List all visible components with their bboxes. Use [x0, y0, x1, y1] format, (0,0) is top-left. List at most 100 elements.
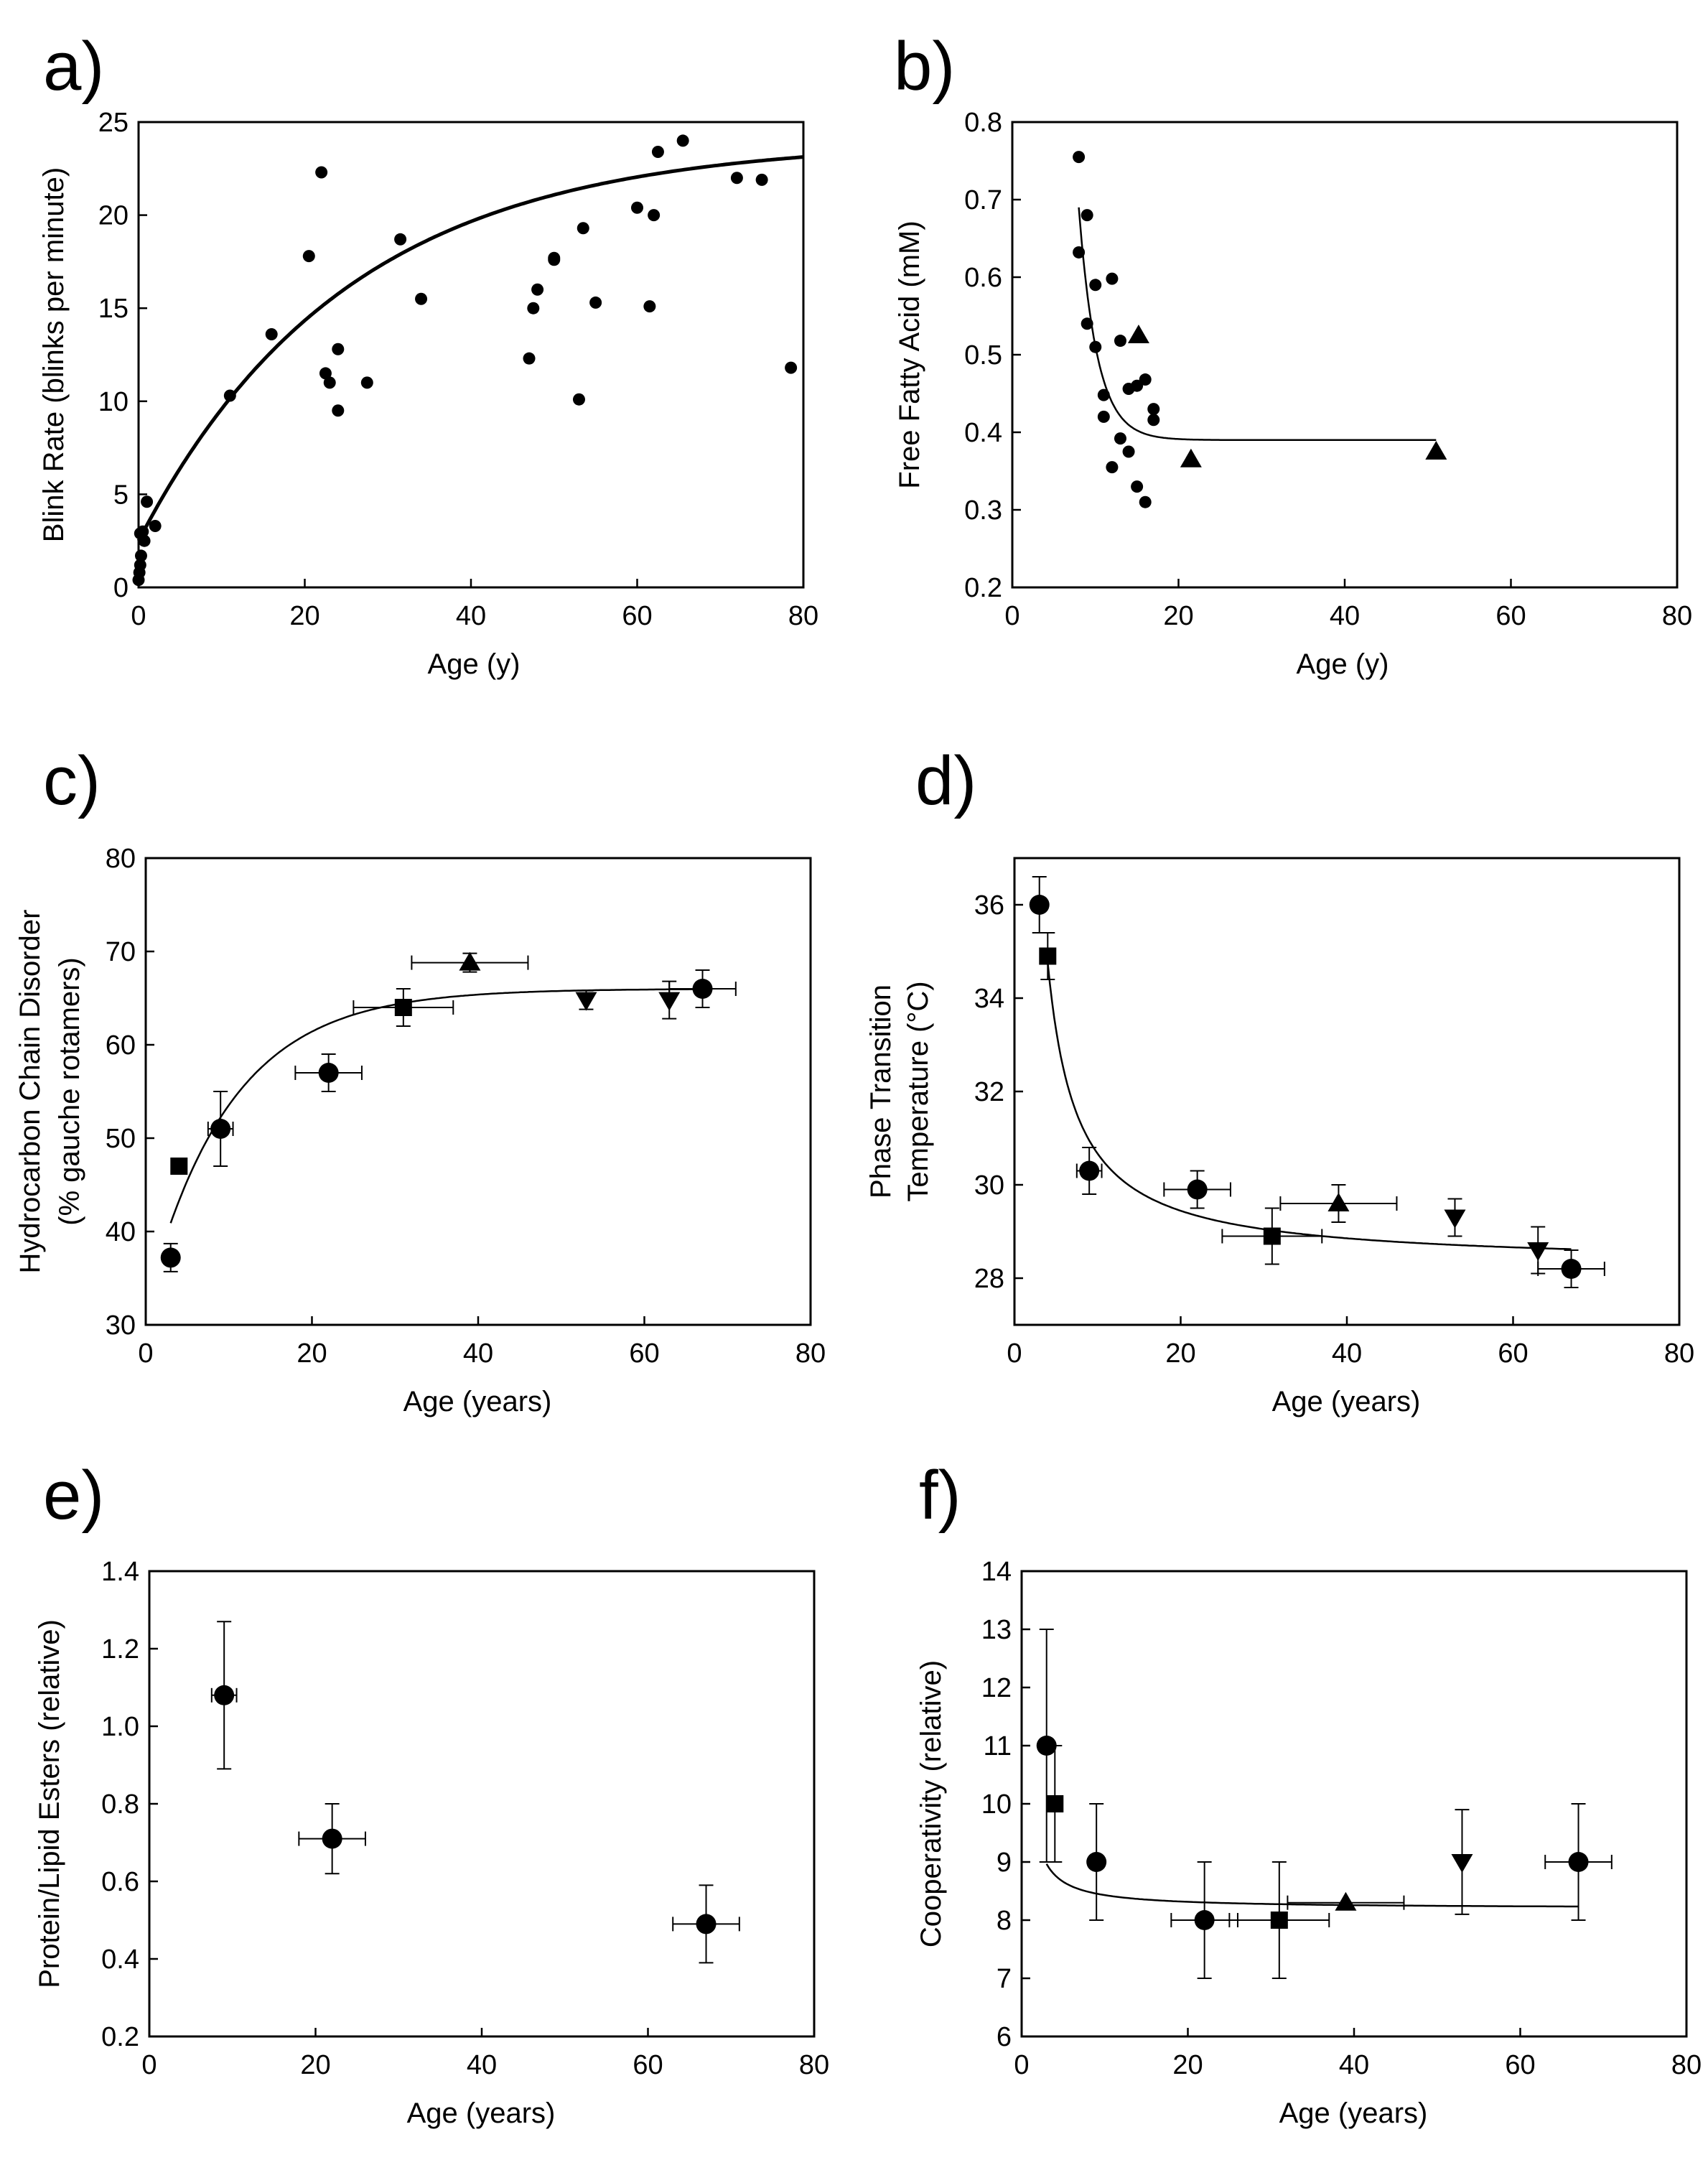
x-axis-label: Age (y) [1297, 648, 1389, 680]
data-point [648, 209, 661, 222]
x-tick-label: 80 [795, 1338, 826, 1369]
x-tick-label: 20 [1165, 1338, 1195, 1369]
y-tick-label: 0.8 [101, 1789, 139, 1820]
data-point [1089, 340, 1102, 353]
data-point [1073, 246, 1086, 259]
data-point [1079, 1160, 1100, 1181]
data-point [1180, 448, 1202, 467]
data-point [1089, 279, 1102, 292]
data-point [1127, 325, 1149, 343]
data-point [141, 495, 154, 508]
plot-frame [148, 1570, 816, 2038]
data-point [643, 300, 656, 313]
x-tick-label: 0 [141, 2050, 157, 2080]
x-tick-label: 80 [1671, 2050, 1702, 2080]
plot-frame [1013, 857, 1681, 1326]
data-point [658, 992, 681, 1011]
data-point [1139, 495, 1152, 508]
x-tick-label: 40 [467, 2050, 497, 2080]
data-point [1039, 947, 1057, 965]
data-point [1270, 1912, 1288, 1929]
x-tick-label: 80 [799, 2050, 829, 2080]
y-tick-label: 0.8 [964, 108, 1002, 138]
y-tick-label: 0.5 [964, 340, 1002, 371]
data-point [1444, 1209, 1466, 1229]
plot-frame [137, 121, 805, 589]
data-point [1114, 335, 1126, 348]
data-point [577, 222, 589, 235]
panel-letter: e) [43, 1457, 104, 1534]
data-point [1029, 895, 1050, 915]
data-point [531, 283, 544, 296]
fit-curve [1047, 962, 1572, 1250]
data-point [1187, 1179, 1208, 1200]
data-point [318, 1063, 339, 1083]
data-point [332, 343, 345, 355]
data-point [319, 367, 332, 380]
data-point [1568, 1852, 1589, 1872]
x-tick-label: 60 [1498, 1338, 1528, 1369]
x-tick-label: 40 [1332, 1338, 1362, 1369]
y-tick-label: 6 [997, 2022, 1012, 2052]
x-tick-label: 40 [1330, 601, 1360, 631]
x-tick-label: 80 [1662, 601, 1692, 631]
x-tick-label: 20 [1172, 2050, 1203, 2080]
y-tick-label: 1.4 [101, 1557, 139, 1587]
x-axis-label: Age (years) [1272, 1386, 1421, 1417]
data-point [360, 376, 373, 389]
x-tick-label: 0 [131, 601, 146, 631]
y-tick-label: 0.6 [964, 263, 1002, 293]
data-point [160, 1247, 181, 1268]
data-point [1106, 272, 1119, 285]
data-point [1073, 151, 1086, 164]
plot-frame [144, 857, 812, 1326]
x-axis-label: Age (years) [403, 1386, 552, 1417]
data-point [1327, 1193, 1350, 1211]
panel-letter: d) [915, 742, 976, 819]
x-tick-label: 20 [289, 601, 319, 631]
data-point [136, 525, 149, 538]
y-tick-label: 11 [984, 1731, 1012, 1761]
chart-panel-c: c) 0 20 40 60 80 30 40 50 60 70 80 Age (years) Hydroc… [14, 742, 826, 1417]
data-point [785, 361, 798, 374]
data-point [332, 404, 345, 417]
data-point [1122, 445, 1135, 458]
data-point [730, 172, 743, 185]
y-tick-label: 14 [981, 1557, 1012, 1587]
x-tick-label: 80 [1664, 1338, 1694, 1369]
x-tick-label: 80 [788, 601, 818, 631]
x-tick-label: 40 [1339, 2050, 1369, 2080]
fit-curve [169, 988, 703, 1224]
y-tick-label: 0.7 [964, 185, 1002, 215]
x-tick-label: 0 [1014, 2050, 1029, 2080]
x-tick-label: 20 [300, 2050, 330, 2080]
data-point [1097, 410, 1110, 423]
data-point [572, 393, 585, 406]
data-point [1527, 1242, 1549, 1261]
x-tick-label: 60 [633, 2050, 663, 2080]
data-point [1131, 480, 1144, 493]
chart-panel-a: a) 0 20 40 60 80 0 5 10 15 20 25 Age (y) Blink Rate (… [38, 28, 818, 680]
data-point [1081, 209, 1093, 222]
y-tick-label: 15 [98, 294, 129, 324]
y-axis-label: Cooperativity (relative) [915, 1660, 947, 1947]
y-tick-label: 32 [974, 1077, 1004, 1107]
panel-letter: a) [43, 28, 104, 105]
fit-curve [136, 155, 804, 542]
y-tick-label: 25 [98, 108, 129, 138]
plot-frame [1020, 1570, 1688, 2038]
panel-letter: f) [919, 1457, 961, 1534]
x-tick-label: 60 [1505, 2050, 1535, 2080]
data-point [1086, 1852, 1107, 1872]
y-tick-label: 1.0 [101, 1712, 139, 1742]
y-axis-label: Temperature (°C) [902, 981, 934, 1201]
data-point [1451, 1854, 1473, 1873]
data-point [676, 134, 689, 147]
y-tick-label: 0.2 [101, 2022, 139, 2052]
x-tick-label: 60 [1495, 601, 1526, 631]
chart-panel-d: d) 0 20 40 60 80 28 30 32 34 36 Age (years) Phase Tr… [865, 742, 1694, 1417]
data-point [210, 1119, 231, 1139]
data-point [696, 1914, 717, 1934]
data-point [1263, 1227, 1281, 1245]
x-tick-label: 0 [138, 1338, 153, 1369]
